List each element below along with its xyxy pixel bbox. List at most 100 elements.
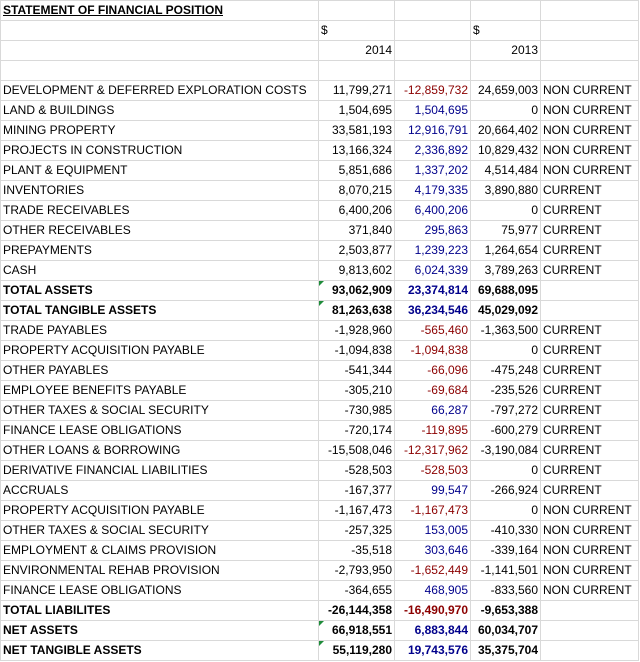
value-2014[interactable]: -2,793,950 [318, 560, 395, 581]
value-2013[interactable]: 69,688,095 [470, 280, 541, 301]
value-2014[interactable]: -305,210 [318, 380, 395, 401]
empty-cell[interactable] [540, 20, 639, 41]
row-label[interactable]: TOTAL TANGIBLE ASSETS [0, 300, 319, 321]
value-2014[interactable]: -1,928,960 [318, 320, 395, 341]
empty-cell[interactable] [0, 60, 319, 81]
row-label[interactable]: FINANCE LEASE OBLIGATIONS [0, 580, 319, 601]
row-label[interactable]: PLANT & EQUIPMENT [0, 160, 319, 181]
empty-cell[interactable] [0, 20, 319, 41]
empty-cell[interactable] [470, 0, 541, 21]
empty-cell[interactable] [394, 0, 471, 21]
row-label[interactable]: ACCRUALS [0, 480, 319, 501]
value-change[interactable]: 1,504,695 [394, 100, 471, 121]
empty-cell[interactable] [318, 60, 395, 81]
classification[interactable]: CURRENT [540, 200, 639, 221]
sheet-title[interactable]: STATEMENT OF FINANCIAL POSITION [0, 0, 319, 21]
value-2013[interactable]: 3,789,263 [470, 260, 541, 281]
row-label[interactable]: EMPLOYEE BENEFITS PAYABLE [0, 380, 319, 401]
empty-cell[interactable] [394, 20, 471, 41]
value-2013[interactable]: 0 [470, 340, 541, 361]
row-label[interactable]: CASH [0, 260, 319, 281]
value-2014[interactable]: -167,377 [318, 480, 395, 501]
value-2014[interactable]: 371,840 [318, 220, 395, 241]
value-2014[interactable]: -720,174 [318, 420, 395, 441]
row-label[interactable]: DEVELOPMENT & DEFERRED EXPLORATION COSTS [0, 80, 319, 101]
row-label[interactable]: PROPERTY ACQUISITION PAYABLE [0, 340, 319, 361]
value-change[interactable]: 99,547 [394, 480, 471, 501]
value-2014[interactable]: -364,655 [318, 580, 395, 601]
value-2014[interactable]: 13,166,324 [318, 140, 395, 161]
value-2014[interactable]: -541,344 [318, 360, 395, 381]
empty-cell[interactable] [394, 40, 471, 61]
value-2014[interactable]: 9,813,602 [318, 260, 395, 281]
empty-cell[interactable] [318, 0, 395, 21]
value-change[interactable]: 12,916,791 [394, 120, 471, 141]
row-label[interactable]: ENVIRONMENTAL REHAB PROVISION [0, 560, 319, 581]
value-change[interactable]: 1,239,223 [394, 240, 471, 261]
value-2013[interactable]: 3,890,880 [470, 180, 541, 201]
row-label[interactable]: OTHER LOANS & BORROWING [0, 440, 319, 461]
value-2013[interactable]: 60,034,707 [470, 620, 541, 641]
classification[interactable]: CURRENT [540, 460, 639, 481]
classification[interactable]: NON CURRENT [540, 80, 639, 101]
value-2014[interactable]: 33,581,193 [318, 120, 395, 141]
classification[interactable] [540, 600, 639, 621]
value-2013[interactable]: 20,664,402 [470, 120, 541, 141]
classification[interactable]: NON CURRENT [540, 100, 639, 121]
value-2014[interactable]: 6,400,206 [318, 200, 395, 221]
value-2014[interactable]: 55,119,280 [318, 640, 395, 661]
value-2013[interactable]: 1,264,654 [470, 240, 541, 261]
classification[interactable]: CURRENT [540, 220, 639, 241]
value-2013[interactable]: -266,924 [470, 480, 541, 501]
classification[interactable]: NON CURRENT [540, 120, 639, 141]
value-change[interactable]: 36,234,546 [394, 300, 471, 321]
value-change[interactable]: -12,317,962 [394, 440, 471, 461]
classification[interactable]: NON CURRENT [540, 500, 639, 521]
value-2014[interactable]: 1,504,695 [318, 100, 395, 121]
row-label[interactable]: MINING PROPERTY [0, 120, 319, 141]
value-2013[interactable]: -410,330 [470, 520, 541, 541]
value-2014[interactable]: -26,144,358 [318, 600, 395, 621]
classification[interactable]: CURRENT [540, 320, 639, 341]
empty-cell[interactable] [540, 0, 639, 21]
value-2013[interactable]: 24,659,003 [470, 80, 541, 101]
value-2013[interactable]: -833,560 [470, 580, 541, 601]
row-label[interactable]: PROJECTS IN CONSTRUCTION [0, 140, 319, 161]
row-label[interactable]: NET ASSETS [0, 620, 319, 641]
value-2014[interactable]: 2,503,877 [318, 240, 395, 261]
value-2014[interactable]: -528,503 [318, 460, 395, 481]
value-change[interactable]: 6,400,206 [394, 200, 471, 221]
row-label[interactable]: LAND & BUILDINGS [0, 100, 319, 121]
classification[interactable]: CURRENT [540, 340, 639, 361]
classification[interactable]: NON CURRENT [540, 580, 639, 601]
classification[interactable]: CURRENT [540, 420, 639, 441]
classification[interactable]: CURRENT [540, 240, 639, 261]
value-change[interactable]: 4,179,335 [394, 180, 471, 201]
classification[interactable]: NON CURRENT [540, 560, 639, 581]
row-label[interactable]: NET TANGIBLE ASSETS [0, 640, 319, 661]
value-2014[interactable]: -730,985 [318, 400, 395, 421]
classification[interactable]: CURRENT [540, 480, 639, 501]
value-change[interactable]: 6,883,844 [394, 620, 471, 641]
classification[interactable]: CURRENT [540, 400, 639, 421]
value-change[interactable]: 295,863 [394, 220, 471, 241]
year-2013[interactable]: 2013 [470, 40, 541, 61]
value-change[interactable]: 2,336,892 [394, 140, 471, 161]
value-2014[interactable]: 11,799,271 [318, 80, 395, 101]
value-2013[interactable]: -475,248 [470, 360, 541, 381]
classification[interactable]: NON CURRENT [540, 140, 639, 161]
row-label[interactable]: TRADE RECEIVABLES [0, 200, 319, 221]
row-label[interactable]: FINANCE LEASE OBLIGATIONS [0, 420, 319, 441]
classification[interactable] [540, 620, 639, 641]
classification[interactable] [540, 300, 639, 321]
empty-cell[interactable] [0, 40, 319, 61]
value-2013[interactable]: 0 [470, 200, 541, 221]
value-2013[interactable]: 75,977 [470, 220, 541, 241]
value-change[interactable]: -66,096 [394, 360, 471, 381]
value-change[interactable]: 468,905 [394, 580, 471, 601]
row-label[interactable]: TRADE PAYABLES [0, 320, 319, 341]
value-2013[interactable]: -3,190,084 [470, 440, 541, 461]
value-2013[interactable]: 10,829,432 [470, 140, 541, 161]
value-change[interactable]: -16,490,970 [394, 600, 471, 621]
row-label[interactable]: DERIVATIVE FINANCIAL LIABILITIES [0, 460, 319, 481]
